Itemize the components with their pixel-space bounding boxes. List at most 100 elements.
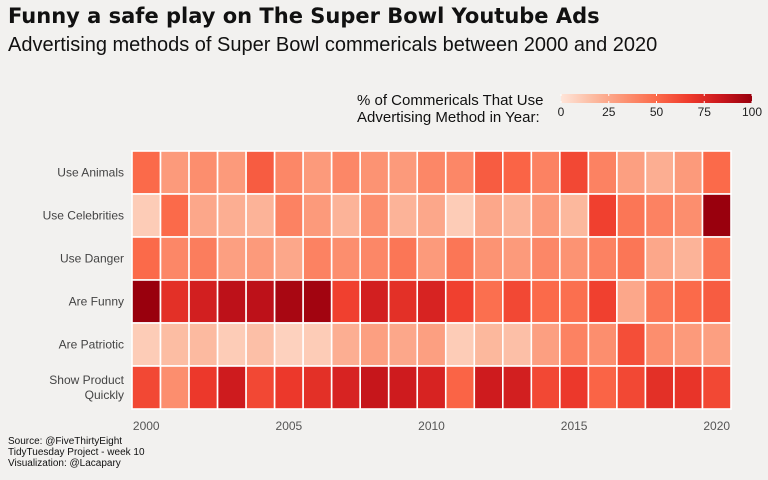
heatmap-cell-use-celebrities-2006: [302, 193, 333, 238]
heatmap-cell-are-funny-2010: [416, 279, 447, 324]
heatmap-cell-use-animals-2007: [330, 150, 361, 195]
heatmap-cell-are-patriotic-2017: [616, 322, 647, 367]
heatmap-cell-are-patriotic-2005: [273, 322, 304, 367]
heatmap-cell-show-product-quickly-2001: [159, 365, 190, 410]
heatmap-cell-use-danger-2008: [359, 236, 390, 281]
legend-colorbar: 0 25 50 75 100: [558, 94, 762, 119]
heatmap-cell-use-celebrities-2008: [359, 193, 390, 238]
heatmap-cell-show-product-quickly-2015: [559, 365, 590, 410]
heatmap-cell-use-celebrities-2020: [701, 193, 732, 238]
heatmap-cell-use-celebrities-2015: [559, 193, 590, 238]
heatmap-cell-show-product-quickly-2009: [387, 365, 419, 410]
heatmap-cell-use-celebrities-2010: [416, 193, 447, 238]
heatmap-cell-are-funny-2014: [530, 279, 561, 324]
heatmap-cell-are-patriotic-2008: [359, 322, 390, 367]
heatmap-cell-are-patriotic-2001: [159, 322, 190, 367]
legend-tick-75: 75: [698, 105, 712, 119]
heatmap-cell-use-animals-2000: [131, 150, 162, 195]
heatmap-cell-use-animals-2008: [359, 150, 390, 195]
heatmap-cell-use-danger-2015: [559, 236, 590, 281]
heatmap-cell-show-product-quickly-2013: [502, 365, 533, 410]
heatmap-cell-use-celebrities-2018: [644, 193, 675, 238]
heatmap-cell-are-funny-2015: [559, 279, 590, 324]
heatmap-cells: [131, 150, 732, 410]
heatmap-cell-use-celebrities-2007: [330, 193, 361, 238]
heatmap-cell-use-animals-2004: [245, 150, 276, 195]
heatmap-cell-are-patriotic-2016: [587, 322, 618, 367]
chart-subtitle: Advertising methods of Super Bowl commer…: [8, 34, 658, 56]
heatmap-cell-are-funny-2007: [330, 279, 361, 324]
caption-source: Source: @FiveThirtyEight: [8, 436, 123, 447]
heatmap-cell-are-funny-2011: [444, 279, 476, 324]
heatmap-cell-use-celebrities-2001: [159, 193, 190, 238]
heatmap-cell-are-patriotic-2002: [188, 322, 219, 367]
heatmap-cell-use-animals-2002: [188, 150, 219, 195]
y-axis-labels: Use Animals Use Celebrities Use Danger Are …: [43, 166, 125, 403]
heatmap-cell-show-product-quickly-2003: [216, 365, 247, 410]
heatmap-cell-use-celebrities-2017: [616, 193, 647, 238]
heatmap-cell-show-product-quickly-2002: [188, 365, 219, 410]
heatmap-cell-show-product-quickly-2010: [416, 365, 447, 410]
heatmap-cell-use-danger-2017: [616, 236, 647, 281]
caption: Source: @FiveThirtyEight TidyTuesday Pro…: [8, 436, 145, 469]
x-label-2005: 2005: [276, 419, 303, 433]
heatmap-cell-use-danger-2000: [131, 236, 162, 281]
y-label-are-patriotic: Are Patriotic: [59, 338, 124, 352]
heatmap-cell-are-funny-2020: [701, 279, 732, 324]
heatmap-cell-are-patriotic-2007: [330, 322, 361, 367]
heatmap-cell-show-product-quickly-2017: [616, 365, 647, 410]
heatmap-cell-use-animals-2012: [473, 150, 504, 195]
heatmap-cell-use-celebrities-2019: [673, 193, 704, 238]
heatmap-cell-use-celebrities-2009: [387, 193, 419, 238]
heatmap-cell-use-animals-2015: [559, 150, 590, 195]
legend-tick-25: 25: [602, 105, 616, 119]
heatmap-cell-are-patriotic-2014: [530, 322, 561, 367]
heatmap-cell-use-celebrities-2012: [473, 193, 504, 238]
heatmap-cell-use-danger-2002: [188, 236, 219, 281]
heatmap-cell-are-patriotic-2011: [444, 322, 476, 367]
caption-credit: Visualization: @Lacapary: [8, 458, 121, 469]
heatmap-cell-are-funny-2006: [302, 279, 333, 324]
heatmap-cell-show-product-quickly-2016: [587, 365, 618, 410]
heatmap-cell-use-danger-2012: [473, 236, 504, 281]
legend-tick-100: 100: [742, 105, 762, 119]
heatmap-cell-use-danger-2019: [673, 236, 704, 281]
heatmap-cell-use-danger-2011: [444, 236, 476, 281]
heatmap-cell-show-product-quickly-2014: [530, 365, 561, 410]
heatmap-cell-use-celebrities-2011: [444, 193, 476, 238]
legend-title-line2: Advertising Method in Year:: [357, 109, 540, 126]
heatmap-cell-use-animals-2013: [502, 150, 533, 195]
heatmap-cell-use-animals-2009: [387, 150, 419, 195]
x-label-2020: 2020: [703, 419, 730, 433]
legend-tick-0: 0: [558, 105, 565, 119]
heatmap-cell-show-product-quickly-2000: [131, 365, 162, 410]
heatmap-cell-are-funny-2017: [616, 279, 647, 324]
heatmap-cell-show-product-quickly-2005: [273, 365, 304, 410]
legend-tick-50: 50: [650, 105, 664, 119]
heatmap-cell-are-patriotic-2020: [701, 322, 732, 367]
heatmap-cell-use-animals-2011: [444, 150, 476, 195]
heatmap-cell-are-patriotic-2004: [245, 322, 276, 367]
heatmap-cell-are-patriotic-2012: [473, 322, 504, 367]
heatmap-cell-use-danger-2004: [245, 236, 276, 281]
heatmap-cell-are-patriotic-2018: [644, 322, 675, 367]
heatmap-cell-use-animals-2001: [159, 150, 190, 195]
heatmap-cell-are-patriotic-2006: [302, 322, 333, 367]
heatmap-cell-use-celebrities-2014: [530, 193, 561, 238]
x-label-2010: 2010: [418, 419, 445, 433]
heatmap-cell-use-animals-2005: [273, 150, 304, 195]
y-label-show-product-quickly: Show Product Quickly: [49, 373, 124, 402]
y-label-use-animals: Use Animals: [57, 166, 124, 180]
chart-title: Funny a safe play on The Super Bowl Yout…: [8, 4, 600, 28]
heatmap-cell-show-product-quickly-2011: [444, 365, 476, 410]
heatmap-cell-use-animals-2017: [616, 150, 647, 195]
x-axis-labels: 2000 2005 2010 2015 2020: [133, 419, 730, 433]
heatmap-cell-are-patriotic-2010: [416, 322, 447, 367]
heatmap-cell-are-patriotic-2000: [131, 322, 162, 367]
heatmap-cell-use-animals-2006: [302, 150, 333, 195]
heatmap-cell-show-product-quickly-2006: [302, 365, 333, 410]
heatmap-cell-use-danger-2005: [273, 236, 304, 281]
y-label-are-funny: Are Funny: [69, 295, 124, 309]
heatmap-cell-are-patriotic-2003: [216, 322, 247, 367]
